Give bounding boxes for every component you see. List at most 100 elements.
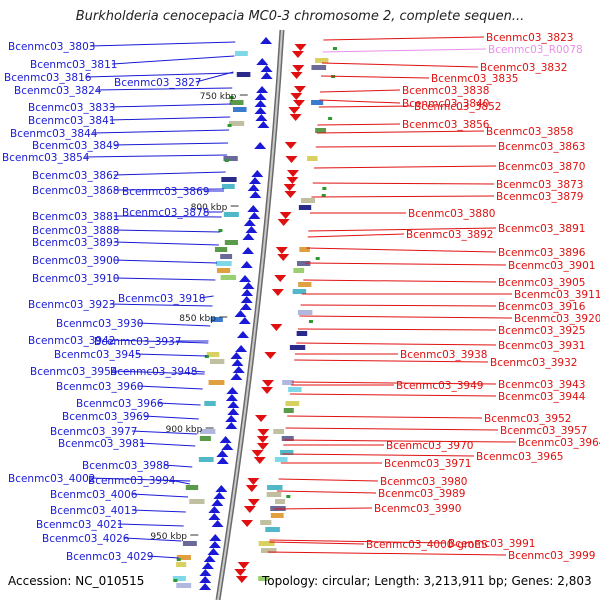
- reverse-gene-arrow[interactable]: [251, 450, 264, 457]
- left-gene-label[interactable]: Bcenmc03_3844: [10, 128, 98, 140]
- domain-box[interactable]: [176, 583, 192, 588]
- domain-box[interactable]: [236, 72, 251, 77]
- reverse-gene-arrow[interactable]: [288, 107, 301, 114]
- reverse-gene-arrow[interactable]: [294, 44, 307, 51]
- reverse-gene-arrow[interactable]: [292, 100, 305, 107]
- forward-gene-arrow[interactable]: [240, 296, 253, 303]
- forward-gene-arrow[interactable]: [235, 345, 248, 352]
- left-gene-label[interactable]: Bcenmc03_3977: [50, 426, 137, 438]
- domain-box[interactable]: [292, 289, 307, 294]
- domain-box[interactable]: [223, 212, 239, 217]
- forward-gene-arrow[interactable]: [239, 303, 252, 310]
- right-gene-label[interactable]: Bcenmc03_3901: [508, 260, 595, 272]
- domain-box[interactable]: [234, 51, 248, 56]
- domain-box[interactable]: [296, 331, 308, 336]
- forward-gene-arrow[interactable]: [199, 576, 212, 583]
- forward-gene-arrow[interactable]: [199, 569, 212, 576]
- domain-box[interactable]: [275, 499, 286, 504]
- domain-box[interactable]: [311, 65, 327, 70]
- forward-gene-arrow[interactable]: [199, 583, 212, 590]
- right-gene-label[interactable]: Bcenmc03_3920: [514, 313, 600, 325]
- domain-box[interactable]: [274, 457, 288, 462]
- forward-gene-arrow[interactable]: [249, 177, 262, 184]
- domain-box[interactable]: [288, 387, 302, 392]
- forward-gene-arrow[interactable]: [236, 331, 249, 338]
- domain-box[interactable]: [208, 380, 225, 385]
- domain-box[interactable]: [222, 184, 235, 189]
- right-gene-label[interactable]: Bcenmc03_3838: [402, 85, 489, 97]
- forward-gene-arrow[interactable]: [232, 366, 245, 373]
- reverse-gene-arrow[interactable]: [264, 352, 277, 359]
- reverse-gene-arrow[interactable]: [284, 191, 297, 198]
- domain-box[interactable]: [216, 268, 231, 273]
- forward-gene-arrow[interactable]: [227, 401, 240, 408]
- left-gene-label[interactable]: Bcenmc03_3833: [28, 102, 115, 114]
- forward-gene-arrow[interactable]: [208, 541, 221, 548]
- right-gene-label[interactable]: Bcenmc03_3858: [486, 126, 573, 138]
- reverse-gene-arrow[interactable]: [285, 156, 298, 163]
- reverse-gene-arrow[interactable]: [279, 212, 292, 219]
- forward-gene-arrow[interactable]: [227, 408, 240, 415]
- reverse-gene-arrow[interactable]: [245, 485, 258, 492]
- right-gene-label[interactable]: Bcenmc03_4000-groES: [366, 539, 488, 551]
- reverse-gene-arrow[interactable]: [235, 576, 248, 583]
- left-gene-label[interactable]: Bcenmc03_3803: [8, 41, 95, 53]
- right-gene-label[interactable]: Bcenmc03_3840: [402, 98, 489, 110]
- domain-box[interactable]: [273, 429, 285, 434]
- left-gene-label[interactable]: Bcenmc03_4026: [42, 533, 130, 545]
- left-gene-label[interactable]: Bcenmc03_3988: [82, 460, 169, 472]
- forward-gene-arrow[interactable]: [245, 226, 258, 233]
- domain-box[interactable]: [307, 156, 318, 161]
- right-gene-label[interactable]: Bcenmc03_3905: [498, 277, 585, 289]
- forward-gene-arrow[interactable]: [254, 142, 267, 149]
- reverse-gene-arrow[interactable]: [247, 499, 260, 506]
- forward-gene-arrow[interactable]: [251, 170, 264, 177]
- left-gene-label[interactable]: Bcenmc03_3923: [28, 299, 115, 311]
- right-gene-label[interactable]: Bcenmc03_3911: [514, 289, 600, 301]
- domain-box[interactable]: [297, 261, 311, 266]
- domain-box[interactable]: [220, 275, 236, 280]
- left-gene-label[interactable]: Bcenmc03_3969: [62, 411, 149, 423]
- domain-box[interactable]: [221, 177, 237, 182]
- forward-gene-arrow[interactable]: [226, 387, 239, 394]
- domain-box[interactable]: [229, 100, 244, 105]
- forward-gene-arrow[interactable]: [239, 275, 252, 282]
- forward-gene-arrow[interactable]: [231, 359, 244, 366]
- reverse-gene-arrow[interactable]: [255, 415, 268, 422]
- left-gene-label[interactable]: Bcenmc03_3945: [54, 349, 141, 361]
- left-gene-label[interactable]: Bcenmc03_3827: [114, 77, 201, 89]
- domain-box[interactable]: [267, 485, 283, 490]
- reverse-gene-arrow[interactable]: [243, 506, 256, 513]
- right-gene-label[interactable]: Bcenmc03_3952: [484, 413, 571, 425]
- right-gene-label[interactable]: Bcenmc03_3938: [400, 349, 487, 361]
- domain-box[interactable]: [299, 247, 310, 252]
- reverse-gene-arrow[interactable]: [283, 184, 296, 191]
- domain-box[interactable]: [176, 562, 187, 567]
- reverse-gene-arrow[interactable]: [256, 436, 269, 443]
- forward-gene-arrow[interactable]: [238, 317, 251, 324]
- forward-gene-arrow[interactable]: [260, 37, 273, 44]
- left-gene-label[interactable]: Bcenmc03_3966: [76, 398, 164, 410]
- reverse-gene-arrow[interactable]: [247, 478, 260, 485]
- left-gene-label[interactable]: Bcenmc03_3862: [32, 170, 119, 182]
- reverse-gene-arrow[interactable]: [277, 254, 290, 261]
- right-gene-label[interactable]: Bcenmc03_3892: [406, 229, 493, 241]
- forward-gene-arrow[interactable]: [208, 513, 221, 520]
- right-gene-label[interactable]: Bcenmc03_3943: [498, 379, 585, 391]
- forward-gene-arrow[interactable]: [225, 415, 238, 422]
- right-gene-label[interactable]: Bcenmc03_3896: [498, 247, 586, 259]
- reverse-gene-arrow[interactable]: [237, 562, 250, 569]
- domain-box[interactable]: [258, 576, 270, 581]
- domain-box[interactable]: [258, 541, 275, 546]
- forward-gene-arrow[interactable]: [219, 436, 232, 443]
- forward-gene-arrow[interactable]: [255, 114, 268, 121]
- forward-gene-arrow[interactable]: [254, 93, 267, 100]
- left-gene-label[interactable]: Bcenmc03_3954: [30, 366, 118, 378]
- reverse-gene-arrow[interactable]: [257, 429, 270, 436]
- reverse-gene-arrow[interactable]: [275, 247, 288, 254]
- domain-box[interactable]: [281, 436, 294, 441]
- reverse-gene-arrow[interactable]: [286, 177, 299, 184]
- right-gene-label[interactable]: Bcenmc03_3957: [500, 425, 587, 437]
- right-gene-label[interactable]: Bcenmc03_3964: [518, 437, 600, 449]
- forward-gene-arrow[interactable]: [256, 58, 269, 65]
